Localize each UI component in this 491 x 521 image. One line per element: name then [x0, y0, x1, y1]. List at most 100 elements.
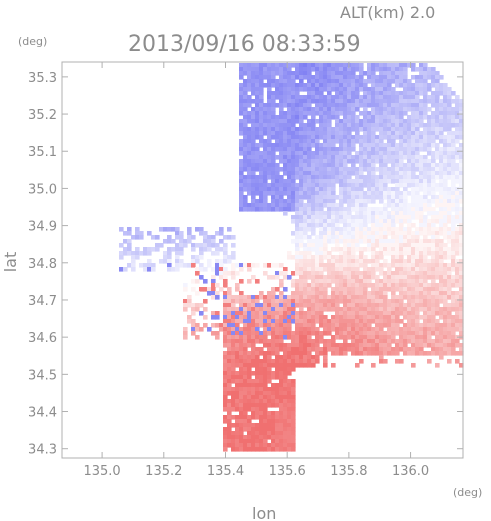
radar-cell	[359, 223, 364, 228]
radar-cell	[239, 167, 244, 172]
radar-cell	[435, 143, 440, 148]
radar-cell	[283, 167, 288, 172]
radar-cell	[279, 271, 284, 276]
radar-cell	[247, 207, 252, 212]
radar-cell	[259, 191, 264, 196]
radar-cell	[367, 267, 372, 272]
radar-cell	[239, 307, 244, 312]
radar-cell	[351, 135, 356, 140]
radar-cell	[247, 303, 252, 308]
radar-cell	[427, 283, 432, 288]
radar-cell	[415, 183, 420, 188]
radar-cell	[319, 167, 324, 172]
radar-cell	[355, 87, 360, 92]
radar-cell	[359, 279, 364, 284]
radar-cell	[343, 239, 348, 244]
x-tick-label: 135.6	[269, 464, 306, 479]
radar-cell	[387, 299, 392, 304]
radar-cell	[439, 267, 444, 272]
radar-cell	[351, 179, 356, 184]
radar-cell	[407, 211, 412, 216]
radar-cell	[323, 131, 328, 136]
radar-cell	[407, 207, 412, 212]
radar-cell	[451, 91, 456, 96]
radar-cell	[419, 99, 424, 104]
radar-cell	[447, 91, 452, 96]
radar-cell	[295, 263, 300, 268]
radar-cell	[375, 275, 380, 280]
radar-cell	[295, 355, 300, 360]
radar-cell	[295, 279, 300, 284]
radar-cell	[359, 359, 364, 364]
radar-cell	[443, 87, 448, 92]
radar-cell	[415, 199, 420, 204]
radar-cell	[411, 347, 416, 352]
radar-cell	[347, 151, 352, 156]
radar-cell	[327, 67, 332, 72]
radar-cell	[399, 319, 404, 324]
radar-cell	[371, 99, 376, 104]
radar-cell	[427, 139, 432, 144]
radar-cell	[367, 63, 372, 68]
radar-cell	[363, 123, 368, 128]
radar-cell	[331, 259, 336, 264]
radar-cell	[339, 131, 344, 136]
radar-cell	[267, 339, 272, 344]
radar-cell	[355, 219, 360, 224]
radar-cell	[299, 63, 304, 68]
radar-cell	[339, 139, 344, 144]
radar-cell	[355, 183, 360, 188]
radar-cell	[323, 359, 328, 364]
radar-cell	[375, 251, 380, 256]
radar-cell	[375, 207, 380, 212]
radar-cell	[375, 223, 380, 228]
radar-cell	[451, 251, 456, 256]
radar-cell	[287, 275, 292, 280]
radar-cell	[227, 407, 232, 412]
radar-cell	[387, 215, 392, 220]
radar-cell	[339, 235, 344, 240]
radar-cell	[387, 339, 392, 344]
radar-cell	[267, 371, 272, 376]
radar-cell	[295, 227, 300, 232]
radar-cell	[391, 195, 396, 200]
radar-cell	[415, 271, 420, 276]
radar-cell	[255, 91, 260, 96]
radar-cell	[447, 283, 452, 288]
radar-cell	[247, 99, 252, 104]
radar-cell	[311, 359, 316, 364]
radar-cell	[427, 239, 432, 244]
radar-cell	[151, 247, 156, 252]
radar-cell	[247, 135, 252, 140]
radar-cell	[283, 363, 288, 368]
radar-cell	[355, 203, 360, 208]
radar-cell	[319, 259, 324, 264]
radar-cell	[431, 71, 436, 76]
radar-cell	[351, 323, 356, 328]
radar-cell	[283, 431, 288, 436]
radar-cell	[271, 331, 276, 336]
radar-cell	[447, 119, 452, 124]
radar-cell	[303, 247, 308, 252]
radar-cell	[267, 419, 272, 424]
radar-cell	[279, 203, 284, 208]
radar-cell	[423, 239, 428, 244]
radar-cell	[331, 363, 336, 368]
radar-cell	[283, 115, 288, 120]
radar-cell	[395, 135, 400, 140]
radar-cell	[139, 263, 144, 268]
radar-cell	[259, 71, 264, 76]
radar-cell	[243, 411, 248, 416]
radar-cell	[315, 175, 320, 180]
radar-cell	[315, 107, 320, 112]
radar-cell	[283, 427, 288, 432]
radar-cell	[231, 243, 236, 248]
radar-cell	[283, 375, 288, 380]
radar-cell	[335, 323, 340, 328]
radar-cell	[303, 207, 308, 212]
radar-cell	[343, 123, 348, 128]
radar-cell	[335, 259, 340, 264]
radar-cell	[255, 83, 260, 88]
radar-cell	[283, 127, 288, 132]
radar-cell	[279, 111, 284, 116]
